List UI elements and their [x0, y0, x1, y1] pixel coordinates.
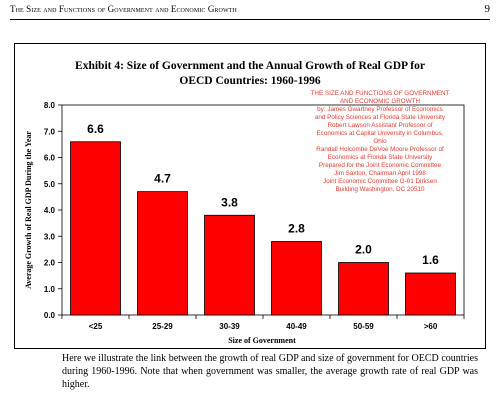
running-head-text: The Size and Functions of Government and… — [10, 4, 237, 14]
bar — [70, 141, 121, 316]
y-tick-label: 2.0 — [44, 259, 56, 268]
chart-title-line-1: Exhibit 4: Size of Government and the An… — [75, 60, 425, 72]
watermark-line: Prepared for the Joint Economic Committe… — [318, 162, 442, 169]
watermark-line: THE SIZE AND FUNCTIONS OF GOVERNMENT — [310, 90, 450, 97]
watermark-line: Jim Saxton, Chairman April 1998 — [334, 170, 426, 177]
y-tick-label: 6.0 — [44, 154, 56, 163]
watermark-line: Building Washington, DC 20510 — [335, 186, 425, 193]
y-axis-label: Average Growth of Real GDP During the Ye… — [24, 131, 33, 289]
watermark-line: Joint Economic Committee G-01 Dirksen — [323, 178, 437, 185]
watermark-text: THE SIZE AND FUNCTIONS OF GOVERNMENT AND… — [296, 90, 464, 194]
y-tick-label: 8.0 — [44, 101, 56, 110]
page-number: 9 — [484, 3, 491, 15]
watermark-line: by: James Gwartney Professor of Economic… — [317, 106, 443, 113]
bar-value-label: 6.6 — [87, 122, 104, 136]
y-tick-label: 3.0 — [44, 232, 56, 241]
bar-value-label: 1.6 — [422, 253, 439, 267]
chart-title-line-2: OECD Countries: 1960-1996 — [179, 75, 321, 87]
x-tick-label: 25-29 — [152, 322, 173, 331]
chart-title: Exhibit 4: Size of Government and the An… — [14, 59, 486, 89]
plot-area — [61, 104, 465, 316]
watermark-line: Robert Lawson Assistant Professor of — [327, 122, 433, 129]
y-tick-label: 0.0 — [44, 311, 56, 320]
bar — [405, 272, 456, 316]
x-tick-label: 40-49 — [286, 322, 307, 331]
exhibit-frame — [14, 43, 486, 349]
x-axis-label: Size of Government — [228, 336, 296, 345]
x-tick-label: 50-59 — [353, 322, 374, 331]
bar — [338, 262, 389, 316]
bar — [137, 191, 188, 316]
bar — [271, 241, 322, 316]
watermark-line: AND ECONOMIC GROWTH — [339, 98, 421, 105]
bar-value-label: 2.0 — [355, 243, 372, 257]
y-tick-label: 7.0 — [44, 127, 56, 136]
y-tick-label: 5.0 — [44, 180, 56, 189]
watermark-line: Economics at Capital University in Colum… — [316, 130, 444, 137]
bar-value-label: 3.8 — [221, 195, 238, 209]
bar-value-label: 4.7 — [154, 172, 171, 186]
y-tick-label: 1.0 — [44, 285, 56, 294]
body-paragraph: Here we illustrate the link between the … — [62, 353, 478, 390]
running-head: The Size and Functions of Government and… — [10, 4, 237, 14]
x-tick-label: 30-39 — [219, 322, 240, 331]
watermark-line: Randall Holcombe DeVoe Moore Professor o… — [316, 146, 444, 153]
x-tick-label: <25 — [89, 322, 103, 331]
y-tick-label: 4.0 — [44, 206, 56, 215]
header-rule — [10, 19, 490, 20]
bar-value-label: 2.8 — [288, 222, 305, 236]
watermark-line: Economics at Florida State University — [327, 154, 433, 161]
watermark-line: Ohio — [373, 138, 387, 145]
plot-layer: 0.0 1.0 2.0 3.0 4.0 5.0 6.0 7.0 8.0 6.6 <25 4.7 25-2… — [44, 101, 465, 331]
watermark-line: and Policy Sciences at Florida State Uni… — [314, 114, 446, 121]
bar — [204, 214, 255, 316]
x-tick-label: >60 — [424, 322, 438, 331]
